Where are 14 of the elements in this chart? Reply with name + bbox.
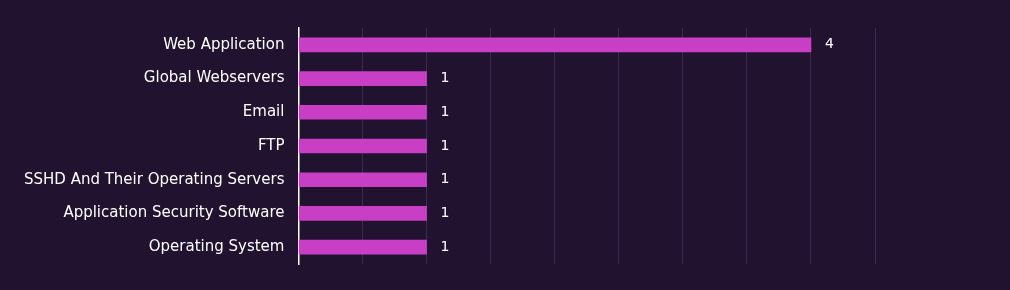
data-label: 1 [440, 237, 450, 254]
data-label: 1 [440, 69, 450, 86]
y-tick-label: Operating System [148, 237, 285, 256]
y-tick-label: SSHD And Their Operating Servers [24, 169, 285, 188]
y-tick-label: FTP [257, 135, 285, 154]
y-tick-label: Email [242, 102, 285, 121]
data-label: 4 [824, 35, 834, 52]
data-label: 1 [440, 170, 450, 187]
data-label: 1 [440, 136, 450, 153]
data-label: 1 [440, 102, 450, 119]
data-label: 1 [440, 204, 450, 221]
y-tick-label: Web Application [163, 34, 285, 53]
y-tick-label: Application Security Software [63, 203, 285, 222]
y-tick-label: Global Webservers [143, 68, 285, 87]
